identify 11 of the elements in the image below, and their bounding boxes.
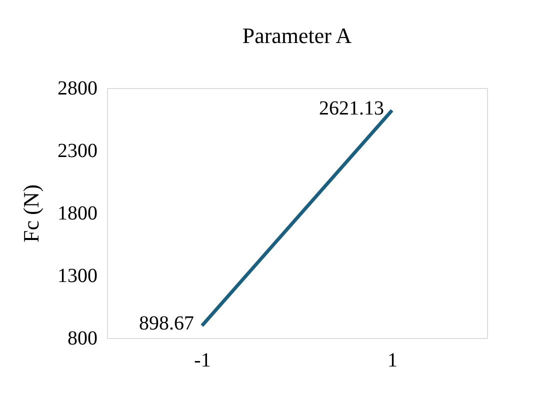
data-label: 898.67 [139, 312, 194, 335]
y-tick-label: 2300 [58, 140, 98, 162]
y-tick-label: 2800 [58, 78, 98, 100]
chart-title: Parameter A [242, 23, 352, 48]
y-tick-label: 800 [68, 328, 98, 350]
y-tick-label: 1800 [58, 202, 98, 224]
x-tick-label: 1 [388, 350, 398, 372]
y-axis-title: Fc (N) [18, 184, 44, 243]
data-label: 2621.13 [319, 97, 384, 120]
x-tick-label: -1 [194, 350, 211, 372]
y-tick-label: 1300 [58, 265, 98, 287]
